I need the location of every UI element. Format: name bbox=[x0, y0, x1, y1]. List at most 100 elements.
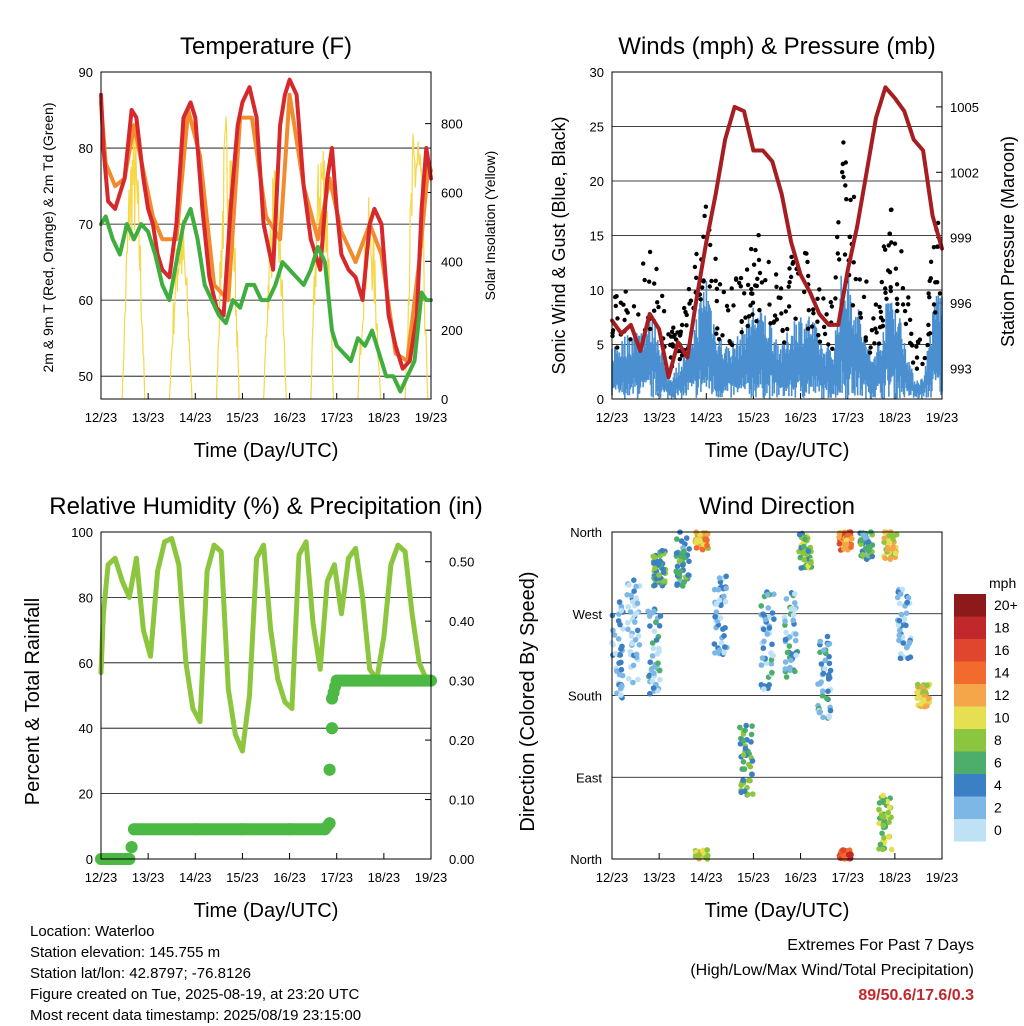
gust-point bbox=[745, 282, 751, 288]
gust-point bbox=[615, 316, 620, 321]
direction-point bbox=[659, 547, 665, 554]
elevation-text: Station elevation: 145.755 m bbox=[30, 944, 221, 961]
colorbar-swatch bbox=[954, 796, 986, 819]
direction-point bbox=[881, 835, 887, 841]
gust-point bbox=[926, 332, 931, 337]
y2-tick-label: 993 bbox=[950, 361, 972, 376]
direction-point bbox=[625, 626, 631, 633]
x-tick-label: 17/23 bbox=[831, 410, 864, 425]
direction-point bbox=[897, 591, 904, 597]
y2-tick-label: 0.50 bbox=[449, 555, 474, 570]
gust-point bbox=[878, 315, 884, 320]
direction-point bbox=[885, 546, 891, 553]
direction-point bbox=[840, 847, 847, 854]
colorbar-swatch bbox=[954, 639, 986, 662]
gust-point bbox=[613, 294, 618, 300]
gust-point bbox=[828, 300, 833, 305]
direction-point bbox=[769, 641, 775, 648]
gust-point bbox=[787, 280, 792, 285]
direction-point bbox=[885, 809, 891, 816]
panel-title: Relative Humidity (%) & Precipitation (i… bbox=[49, 493, 482, 520]
direction-point bbox=[678, 538, 685, 544]
y-tick-label: 80 bbox=[79, 590, 93, 605]
direction-point bbox=[674, 582, 680, 588]
direction-point bbox=[788, 657, 794, 664]
direction-point bbox=[762, 616, 769, 623]
gust-point bbox=[783, 309, 788, 314]
direction-point bbox=[770, 652, 776, 659]
direction-point bbox=[649, 640, 656, 646]
direction-point bbox=[843, 537, 850, 544]
gust-point bbox=[652, 281, 657, 286]
gust-point bbox=[844, 197, 849, 202]
x-tick-label: 13/23 bbox=[643, 870, 676, 885]
gust-point bbox=[867, 350, 873, 355]
direction-point bbox=[716, 575, 723, 581]
gust-point bbox=[701, 234, 706, 239]
gust-point bbox=[815, 319, 820, 324]
gust-point bbox=[684, 323, 689, 328]
direction-point bbox=[906, 639, 913, 646]
direction-point bbox=[676, 558, 683, 564]
direction-point bbox=[760, 611, 766, 617]
gust-point bbox=[751, 262, 757, 267]
gust-point bbox=[817, 339, 823, 344]
latlon-text: Station lat/lon: 42.8797; -76.8126 bbox=[30, 965, 252, 982]
direction-point bbox=[619, 643, 625, 650]
precip-point bbox=[323, 763, 336, 776]
direction-point bbox=[841, 546, 847, 552]
gust-point bbox=[883, 290, 888, 295]
direction-point bbox=[747, 777, 753, 784]
direction-point bbox=[723, 585, 729, 592]
gust-point bbox=[701, 279, 706, 284]
direction-point bbox=[792, 600, 798, 606]
gust-point bbox=[642, 277, 647, 283]
gust-point bbox=[821, 324, 827, 330]
direction-point bbox=[656, 648, 662, 655]
gust-point bbox=[754, 319, 759, 324]
gust-point bbox=[782, 340, 787, 345]
direction-point bbox=[758, 603, 764, 609]
gust-point bbox=[688, 298, 694, 303]
direction-point bbox=[653, 619, 659, 626]
direction-point bbox=[918, 701, 924, 707]
gust-point bbox=[926, 322, 931, 328]
gust-point bbox=[877, 304, 882, 310]
gust-point bbox=[822, 331, 828, 337]
direction-point bbox=[880, 792, 886, 799]
gust-point bbox=[850, 303, 856, 308]
y-tick-label: 60 bbox=[79, 656, 93, 671]
direction-point bbox=[616, 660, 622, 666]
direction-point bbox=[900, 640, 906, 646]
x-tick-label: 12/23 bbox=[85, 410, 118, 425]
gust-point bbox=[655, 300, 660, 305]
y-tick-label: 10 bbox=[590, 283, 604, 298]
gust-point bbox=[853, 276, 858, 282]
direction-point bbox=[769, 669, 775, 676]
gust-point bbox=[759, 280, 765, 285]
colorbar-label: 10 bbox=[994, 710, 1010, 726]
y-tick-label: North bbox=[570, 525, 602, 540]
direction-point bbox=[824, 633, 831, 640]
y-tick-label: 20 bbox=[590, 174, 604, 189]
gust-point bbox=[682, 305, 687, 311]
gust-point bbox=[714, 286, 720, 291]
gust-point bbox=[716, 337, 722, 342]
winds-pressure-panel: Winds (mph) & Pressure (mb) Time (Day/UTC… bbox=[549, 33, 1018, 462]
y-tick-label: South bbox=[568, 689, 602, 704]
direction-point bbox=[822, 666, 828, 672]
gust-point bbox=[679, 322, 685, 328]
direction-point bbox=[636, 642, 643, 648]
gust-point bbox=[894, 282, 900, 287]
x-axis-label: Time (Day/UTC) bbox=[705, 440, 850, 462]
gust-point bbox=[707, 284, 712, 289]
direction-point bbox=[790, 617, 796, 624]
direction-point bbox=[653, 637, 660, 643]
direction-point bbox=[647, 672, 653, 678]
gust-point bbox=[787, 266, 792, 271]
direction-point bbox=[720, 626, 726, 632]
direction-point bbox=[633, 651, 640, 658]
y2-tick-label: 200 bbox=[441, 323, 463, 338]
gust-point bbox=[916, 340, 921, 345]
direction-point bbox=[647, 659, 653, 665]
